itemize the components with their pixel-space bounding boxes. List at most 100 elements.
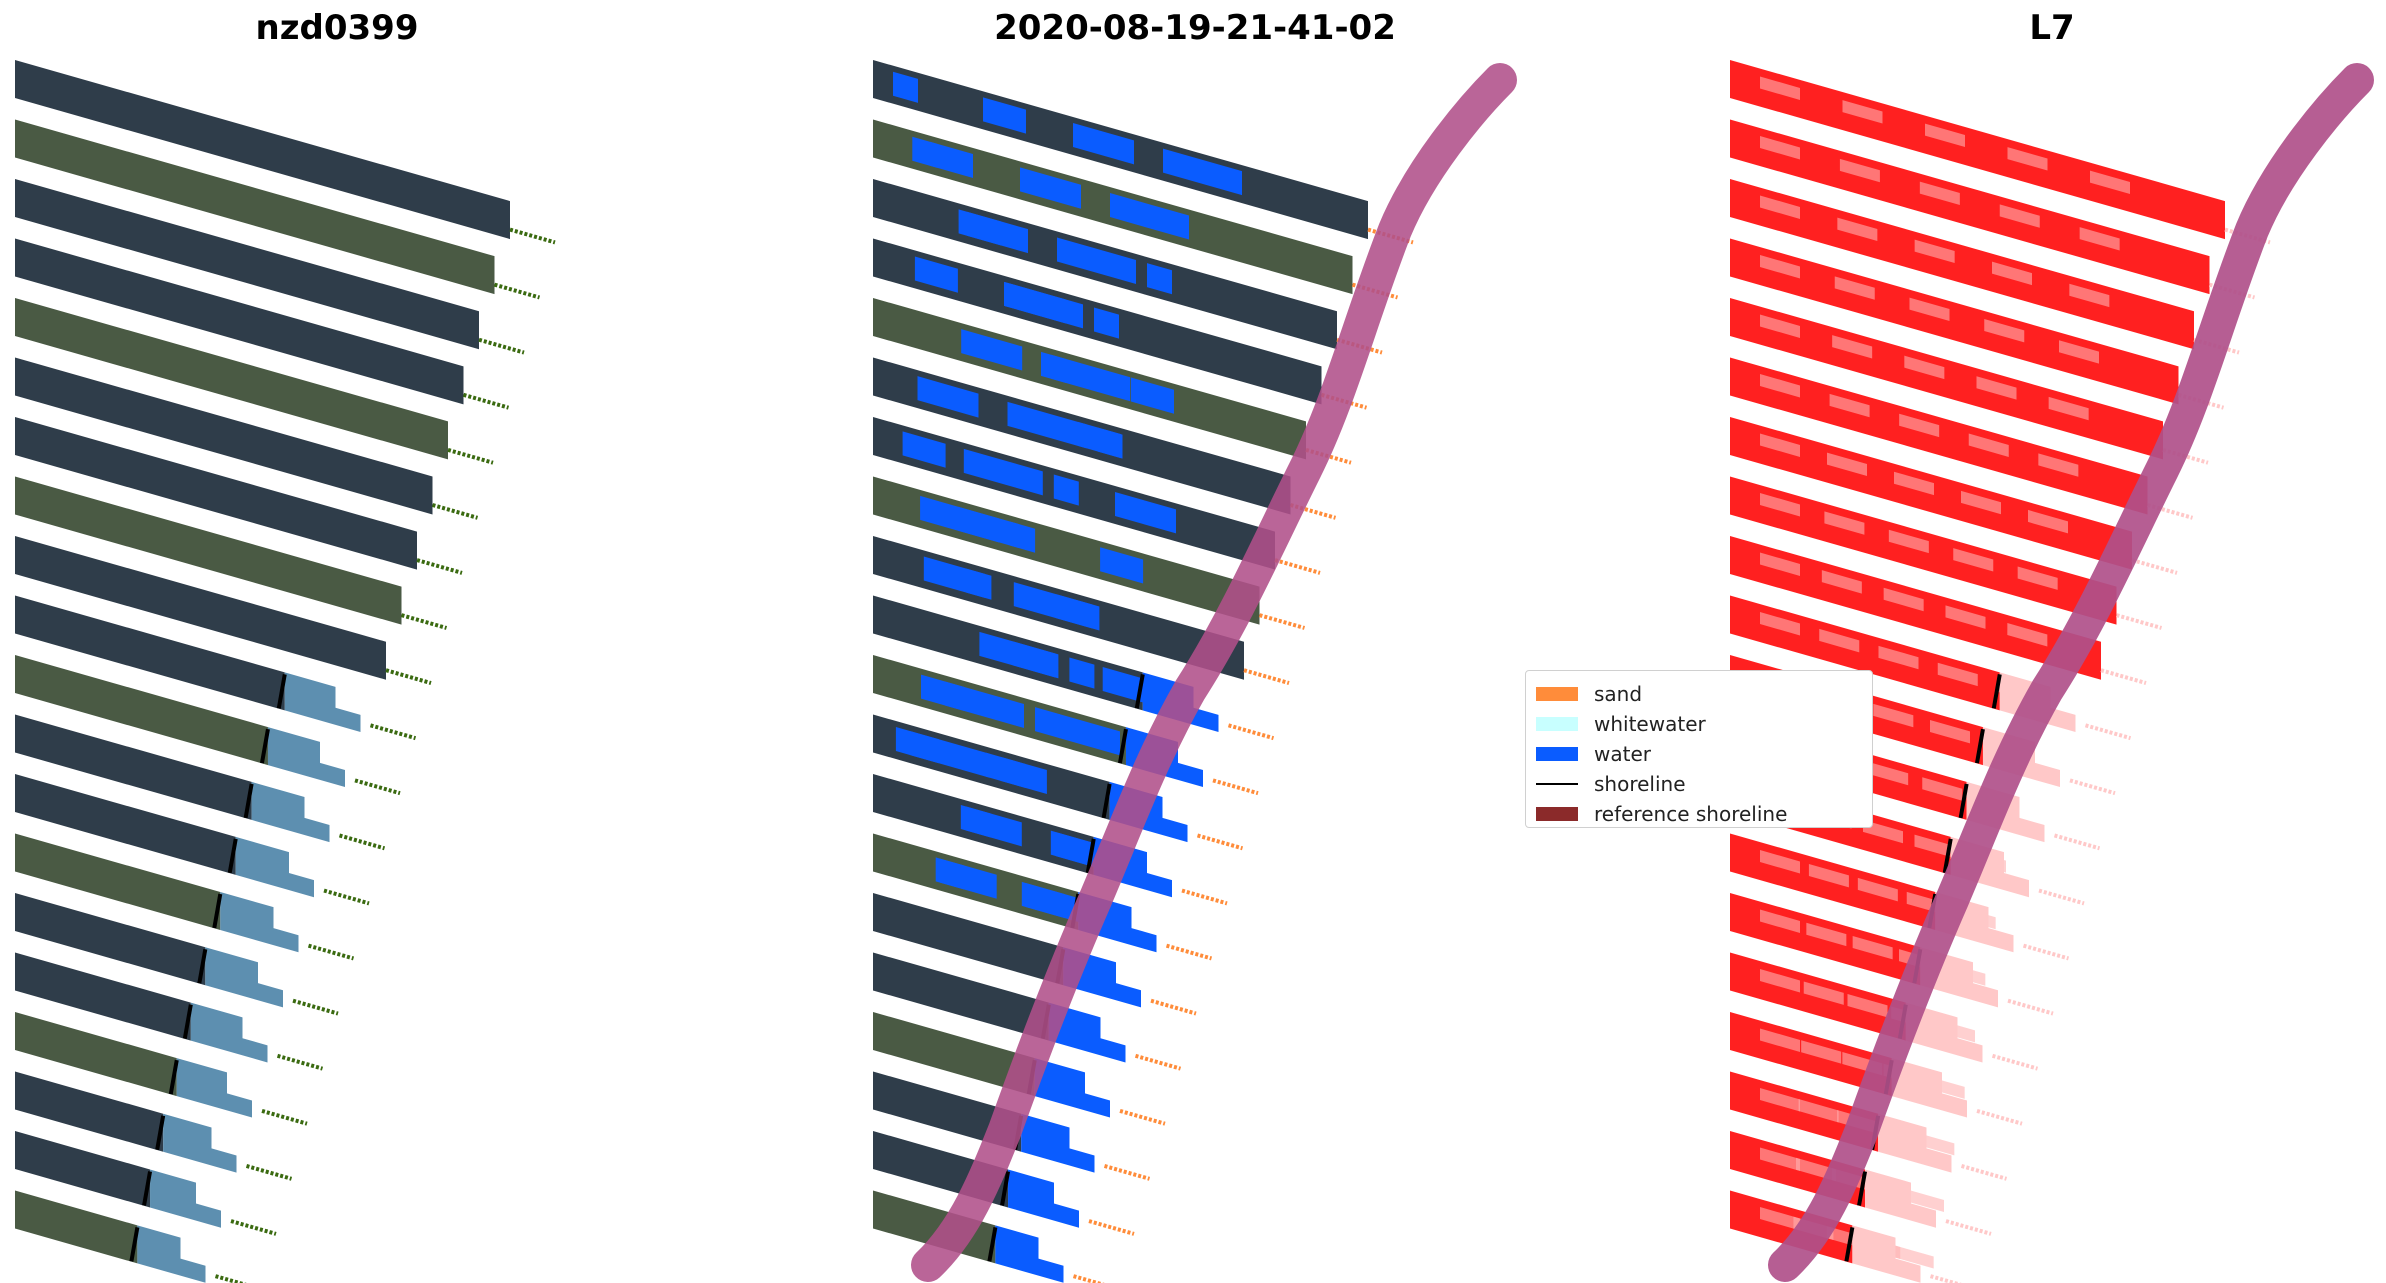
mndwi-texture (1953, 548, 1994, 572)
water-stripe (1905, 1002, 1983, 1063)
water-stripe (1878, 1113, 1952, 1173)
mndwi-texture (1976, 792, 2017, 817)
stripe-tail (1181, 888, 1228, 906)
mndwi-texture (2028, 509, 2068, 534)
stripe-tail (292, 998, 339, 1016)
stripe-tail (2053, 833, 2101, 851)
water-patch (914, 256, 958, 293)
stripe-tail (1320, 392, 1368, 410)
stripe-tail (1960, 1164, 2008, 1181)
stripe-tail (2146, 503, 2194, 520)
image-stripe (873, 1071, 1022, 1152)
image-stripe (1730, 952, 1906, 1041)
image-stripe (873, 179, 1337, 350)
water-stripe (176, 1058, 252, 1118)
detected-shoreline (129, 1227, 140, 1262)
water-stripe (205, 947, 283, 1008)
legend-label: reference shoreline (1594, 802, 1788, 826)
image-stripe (15, 417, 417, 570)
stripe-tail (2193, 337, 2240, 355)
legend-item-sand: sand (1536, 679, 1862, 709)
reference-shoreline-swatch (1536, 807, 1578, 821)
water-swatch (1536, 747, 1578, 761)
image-stripe (1730, 1190, 1853, 1264)
stripe-tail (431, 503, 479, 520)
stripe-tail (1088, 1219, 1135, 1236)
image-stripe (873, 476, 1260, 625)
mndwi-texture (1821, 570, 1862, 594)
water-patch (966, 568, 992, 600)
water-patch (930, 141, 973, 178)
water-stripe (1109, 781, 1188, 843)
water-stripe (267, 727, 345, 788)
image-stripe (873, 417, 1275, 570)
detected-shoreline (1101, 783, 1112, 819)
mndwi-texture (1904, 1188, 1944, 1212)
stripe-tail (1274, 558, 1321, 575)
mndwi-texture (1986, 736, 2027, 760)
detected-shoreline (212, 893, 223, 929)
image-stripe (873, 1131, 1009, 1208)
water-patch (1051, 354, 1131, 402)
mndwi-texture (1922, 777, 1963, 801)
water-patch (912, 136, 938, 168)
mndwi-texture (1832, 335, 1873, 359)
detected-shoreline (1085, 838, 1096, 874)
image-stripe (873, 595, 1143, 711)
image-stripe (1730, 893, 1921, 986)
image-stripe (873, 655, 1126, 766)
water-patch (985, 752, 1047, 795)
stripe-tail (2177, 392, 2225, 410)
stripe-tail (1227, 723, 1275, 741)
mndwi-texture (1968, 433, 2009, 457)
water-patch (902, 431, 946, 468)
legend-item-shoreline: shoreline (1536, 769, 1862, 799)
water-stripe (1852, 1225, 1921, 1283)
water-patch (961, 329, 1023, 371)
detected-shoreline (259, 728, 270, 764)
detected-shoreline (1958, 783, 1969, 819)
detected-shoreline (227, 838, 238, 874)
water-patch (1163, 148, 1242, 196)
stripe-tail (493, 282, 541, 300)
stripe-tail (2069, 778, 2116, 796)
image-stripe (1730, 417, 2132, 570)
stripe-tail (2022, 943, 2070, 961)
water-patch (1115, 491, 1176, 534)
water-stripe (1935, 892, 2014, 953)
detected-shoreline (1991, 674, 2002, 709)
water-patch (1050, 830, 1130, 878)
water-stripe (137, 1225, 206, 1283)
mndwi-texture (1819, 628, 1860, 653)
mndwi-texture (1937, 662, 1978, 687)
detected-shoreline (987, 1227, 998, 1262)
stripe-tail (1367, 227, 1414, 245)
stripe-tail (2224, 227, 2271, 245)
water-stripe (1008, 1169, 1079, 1228)
image-stripe (15, 298, 448, 460)
stripe-tail (307, 943, 355, 961)
detected-shoreline (1117, 728, 1128, 764)
legend-item-water: water (1536, 739, 1862, 769)
whitewater-swatch (1536, 717, 1578, 731)
water-patch (1078, 421, 1121, 459)
mndwi-texture (1904, 355, 1945, 380)
mndwi-texture (1961, 490, 2001, 515)
stripe-tail (323, 888, 370, 906)
stripe-tail (1929, 1274, 1962, 1283)
stripe-tail (1165, 943, 1213, 961)
mndwi-texture (1760, 850, 1800, 874)
stripe-tail (385, 668, 432, 685)
mndwi-texture (1930, 720, 1970, 744)
mndwi-texture (1842, 100, 1883, 124)
water-stripe (1891, 1058, 1967, 1118)
stripe-tail (509, 227, 556, 245)
image-stripe (873, 952, 1049, 1041)
water-patch (910, 731, 990, 778)
image-stripe (15, 774, 236, 875)
mndwi-texture (1888, 529, 1929, 554)
image-stripe (15, 893, 206, 986)
water-patch (1059, 714, 1120, 756)
mndwi-texture (1760, 374, 1800, 398)
